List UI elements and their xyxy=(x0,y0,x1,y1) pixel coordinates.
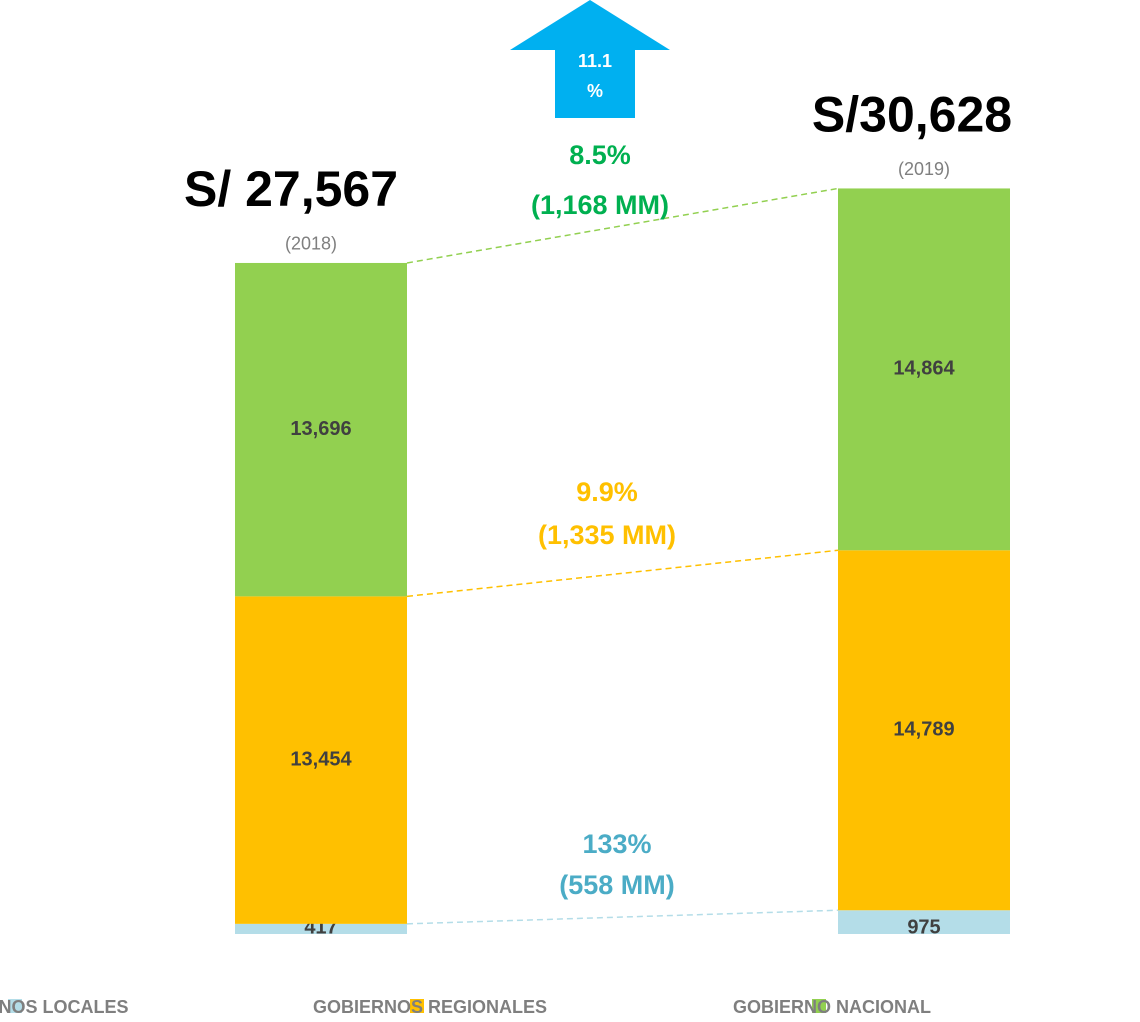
annotation: 133% xyxy=(582,829,651,859)
total-label: S/ 27,567 xyxy=(184,161,398,217)
arrow-label: % xyxy=(587,81,603,101)
annotation: (1,335 MM) xyxy=(538,520,676,550)
value-label: 975 xyxy=(907,916,940,938)
connector xyxy=(406,549,839,598)
value-label: 14,864 xyxy=(893,358,955,380)
category-label: (2019) xyxy=(898,159,950,179)
legend-label: GOBIERNOS LOCALES xyxy=(0,997,129,1017)
bar-segment xyxy=(235,262,407,597)
growth-arrow xyxy=(510,0,670,118)
category-label: (2018) xyxy=(285,234,337,254)
legend-swatch xyxy=(812,999,826,1013)
connector xyxy=(406,909,839,925)
value-label: 13,696 xyxy=(290,418,351,440)
legend-label: GOBIERNOS REGIONALES xyxy=(313,997,547,1017)
annotation: 9.9% xyxy=(576,477,638,507)
value-label: 13,454 xyxy=(290,748,352,770)
annotation: (1,168 MM) xyxy=(531,190,669,220)
total-label: S/30,628 xyxy=(812,87,1012,143)
bar-segment xyxy=(235,596,407,924)
annotation: (558 MM) xyxy=(559,870,675,900)
bar-segment xyxy=(838,188,1010,551)
value-label: 14,789 xyxy=(893,719,954,741)
bar-segment xyxy=(838,550,1010,911)
annotation: 8.5% xyxy=(569,140,631,170)
legend-swatch xyxy=(410,999,424,1013)
arrow-label: 11.1 xyxy=(578,51,612,71)
legend-label: GOBIERNO NACIONAL xyxy=(733,997,931,1017)
bar-segment xyxy=(235,923,407,934)
legend-swatch xyxy=(8,999,22,1013)
bar-segment xyxy=(838,910,1010,934)
connector xyxy=(406,187,839,264)
